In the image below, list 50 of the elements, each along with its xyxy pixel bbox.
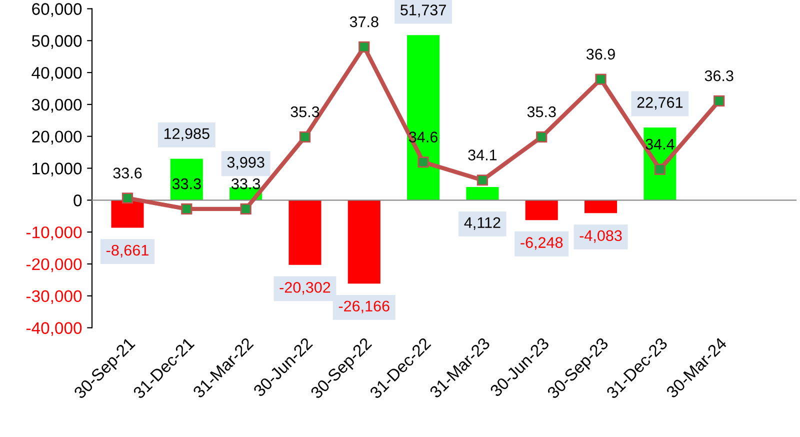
data-label: -6,248 xyxy=(520,237,563,250)
data-label: -8,661 xyxy=(106,244,148,258)
data-label: 51,737 xyxy=(400,4,446,18)
point xyxy=(418,156,429,168)
point xyxy=(536,131,548,142)
y-tick-label: 0 xyxy=(74,194,82,206)
y-tick-label: 20,000 xyxy=(32,130,82,145)
point xyxy=(358,41,370,52)
point xyxy=(240,203,252,214)
data-label: 33.3 xyxy=(172,178,201,190)
data-label: 36.9 xyxy=(586,48,615,60)
bar xyxy=(111,200,144,228)
y-tick-label: -20,000 xyxy=(26,258,82,272)
data-label: 35.3 xyxy=(290,106,320,118)
point xyxy=(595,74,606,85)
data-label: 3,993 xyxy=(227,156,264,170)
bar xyxy=(348,200,380,284)
data-label: 33.3 xyxy=(232,178,260,190)
y-tick-label: 40,000 xyxy=(32,66,82,81)
data-label: 4,112 xyxy=(464,217,500,230)
data-label: 35.3 xyxy=(527,106,556,118)
data-label: 22,761 xyxy=(637,97,683,110)
point xyxy=(299,131,311,142)
data-label: -4,083 xyxy=(580,230,622,243)
y-tick-label: -40,000 xyxy=(26,322,82,336)
data-label: 37.8 xyxy=(350,16,378,28)
y-tick-label: 60,000 xyxy=(32,3,82,17)
data-label: 36.3 xyxy=(704,70,734,82)
data-label: -20,302 xyxy=(280,282,330,295)
point xyxy=(476,174,488,186)
data-label: 33.6 xyxy=(113,168,142,178)
y-tick-label: -30,000 xyxy=(26,290,82,304)
point xyxy=(181,203,192,214)
point xyxy=(122,192,134,204)
data-label: -26,166 xyxy=(338,300,390,314)
bar xyxy=(170,158,203,200)
data-label: 34.1 xyxy=(468,150,497,160)
bar xyxy=(288,200,322,265)
point xyxy=(654,164,666,175)
y-tick-label: 30,000 xyxy=(32,98,82,113)
bar xyxy=(466,187,499,200)
bar xyxy=(525,200,558,220)
y-tick-label: 10,000 xyxy=(32,162,82,176)
data-label: 34.4 xyxy=(646,138,674,150)
data-label: 12,985 xyxy=(164,128,210,141)
point xyxy=(714,95,725,106)
bar xyxy=(584,200,618,214)
y-tick-label: -10,000 xyxy=(26,226,82,240)
bar xyxy=(407,35,440,200)
y-tick-label: 50,000 xyxy=(32,35,82,49)
